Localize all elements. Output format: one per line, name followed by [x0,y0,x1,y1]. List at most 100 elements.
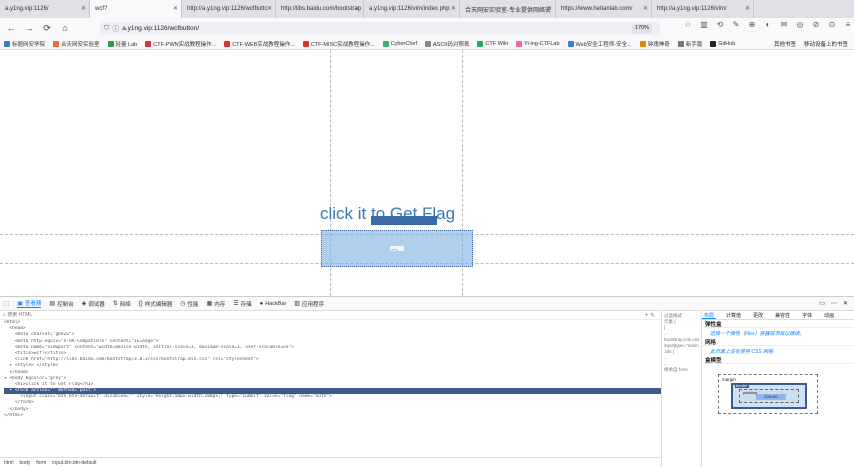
side-tab[interactable]: 字体 [802,313,813,319]
bookmark-item[interactable]: ASCII码对照表 [425,40,469,48]
grid-section[interactable]: 网格 [702,338,854,346]
bookmark-item[interactable]: Web安全工程师-安全... [567,40,632,48]
close-tab-icon[interactable]: ✕ [744,6,750,12]
html-node[interactable]: <html> [4,320,21,325]
html-node[interactable]: <head> [4,326,26,332]
html-node[interactable]: ▸ <style> </style> [4,363,59,369]
browser-tab[interactable]: a.y1ng.vip:1126/vim/index.php ✕ [364,0,460,18]
html-node[interactable]: <link href="http://libs.baidu.com/bootst… [4,357,259,363]
bookmark-folder[interactable]: 其他书签 [773,42,796,48]
home-icon[interactable]: ⌂ [62,23,68,33]
html-node[interactable]: </form> [4,400,34,406]
browser-tab[interactable]: wcf? ✕ [90,0,182,18]
reload-icon[interactable]: ⟳ [43,22,51,33]
address-bar[interactable]: ⛉ ⓘ 170% [100,22,660,35]
close-tab-icon[interactable]: ✕ [450,6,456,12]
breadcrumb-item[interactable]: body [19,459,31,466]
devtools-tab[interactable]: ⇅ 网络 [113,300,131,308]
extension-icon[interactable]: ✉ [780,20,788,29]
side-tab[interactable]: 计算值 [726,313,742,319]
side-tab[interactable]: 动画 [824,313,835,319]
browser-tab[interactable]: https://www.hetianlab.com/ ✕ [556,0,652,18]
browser-tab[interactable]: 合天网安实验室-专业提供网络安 ✕ [460,0,556,18]
html-node[interactable]: ▾ <form action="" method="post"> [4,388,661,395]
html-node[interactable]: <input class="btn btn-default" disabled=… [4,394,332,400]
devtools-tab[interactable]: ▤ 控制台 [49,300,73,308]
side-tab[interactable]: 兼容性 [775,313,791,319]
html-node[interactable]: <meta name="viewport" content="width=dev… [4,344,294,350]
breadcrumb-item[interactable]: input.btn.btn-default [52,459,97,466]
extension-icon[interactable]: ⊘ [812,20,820,29]
devtools-tab[interactable]: ▣ 查看器 [17,299,42,308]
extension-icon[interactable]: ◐ [765,20,771,29]
browser-tab[interactable]: a.y1ng.vip:1126/ ✕ [0,0,90,18]
devtools-tab[interactable]: {} 样式编辑器 [139,300,173,308]
zoom-level[interactable]: 170% [631,24,652,33]
close-icon[interactable]: ✕ [842,301,848,307]
bookmark-item[interactable]: CTF-PWN实战教程操作... [145,40,216,48]
close-tab-icon[interactable]: ✕ [80,6,86,12]
devtools-tab[interactable]: ● HackBar [260,301,287,307]
back-icon[interactable]: ← [6,23,16,33]
flexbox-section[interactable]: 弹性盒 [702,320,854,328]
html-node[interactable]: <title>wcf?</title> [4,350,67,356]
url-input[interactable] [122,25,423,32]
html-node[interactable]: ▾ <body bgcolor="grey"> [4,375,67,381]
side-tab[interactable]: 布局 [702,313,717,319]
browser-tab[interactable]: http://libs.baidu.com/bootstrap ✕ [276,0,364,18]
pick-element-icon[interactable]: ⬚ [4,300,10,307]
close-tab-icon[interactable]: ✕ [172,6,178,12]
shield-icon[interactable]: ⛉ [104,24,110,32]
flag-button[interactable] [390,246,404,251]
bookmark-star-icon[interactable]: ☆ [684,20,692,29]
devtools-tab[interactable]: ◷ 性能 [180,300,198,308]
breadcrumb-item[interactable]: html [4,459,14,466]
html-node[interactable]: <meta http-equiv="X-UA-Compatible" conte… [4,338,159,344]
bookmark-item[interactable]: 合天网安实验室 [53,40,100,48]
favicon-icon [4,40,10,47]
bookmark-folder[interactable]: 移动设备上的书签 [803,42,848,48]
bookmark-item[interactable]: CyberChef [382,40,417,47]
devtools-tab[interactable]: ▦ 内存 [207,300,226,308]
browser-tab[interactable]: http://a.y1ng.vip:1126/wcfbuttc ✕ [182,0,276,18]
html-node[interactable]: </html> [4,412,23,418]
page-info-icon[interactable]: ⓘ [112,25,120,33]
more-icon[interactable]: ⋯ [830,301,837,307]
extension-icon[interactable]: ⊕ [748,20,756,29]
html-search-input[interactable] [7,312,308,318]
bookmark-item[interactable]: CTF Wiki [477,40,508,47]
bookmark-item[interactable]: 标题网安学院 [4,40,45,48]
devtools-tab[interactable]: ☰ 存储 [233,300,251,308]
devtools-tab[interactable]: ◈ 调试器 [82,300,105,308]
tab-title: https://www.hetianlab.com/ [561,6,633,12]
bookmark-item[interactable]: 新手篇 [677,40,702,48]
breadcrumb-item[interactable]: form [36,459,47,466]
html-node[interactable]: </body> [4,406,29,412]
add-node-icon[interactable]: + ✎ [644,313,655,319]
bookmark-item[interactable]: 钟瑰神奇 [639,40,670,48]
forward-icon[interactable]: → [24,23,34,33]
bookmark-item[interactable]: GitHub [710,40,735,47]
boxmodel-section[interactable]: 盒模型 [702,356,854,364]
library-icon[interactable]: ▥ [700,20,708,29]
extension-icon[interactable]: ◎ [796,20,804,29]
close-tab-icon[interactable]: ✕ [642,6,648,12]
sync-icon[interactable]: ⟲ [716,20,724,29]
bookmark-item[interactable]: 轻量 Lab [107,40,137,48]
close-tab-icon[interactable]: ✕ [546,6,552,12]
close-tab-icon[interactable]: ✕ [266,6,272,12]
html-node[interactable]: <meta charset="gbk2u"> [4,332,75,338]
bookmark-item[interactable]: CTF-WEB实战教程操作... [224,40,295,48]
close-tab-icon[interactable]: ✕ [354,6,360,12]
bookmark-item[interactable]: Yi-ing-CTFLab [515,40,560,47]
browser-tab[interactable]: http://a.y1ng.vip:1126/vim/ ✕ [652,0,754,18]
side-tab[interactable]: 更改 [753,313,764,319]
html-node[interactable]: <h1>click it to Get Flag</h1> [4,381,94,387]
devtools-tab[interactable]: ▥ 应用程序 [294,300,324,308]
bookmark-item[interactable]: CTF-MISC实战教程操作... [302,40,375,48]
responsive-icon[interactable]: ▭ [819,301,825,307]
menu-icon[interactable]: ≡ [845,20,851,29]
html-node[interactable]: </head> [4,369,29,375]
extension-icon[interactable]: ✎ [732,20,740,29]
extension-icon[interactable]: ⊙ [828,20,836,29]
